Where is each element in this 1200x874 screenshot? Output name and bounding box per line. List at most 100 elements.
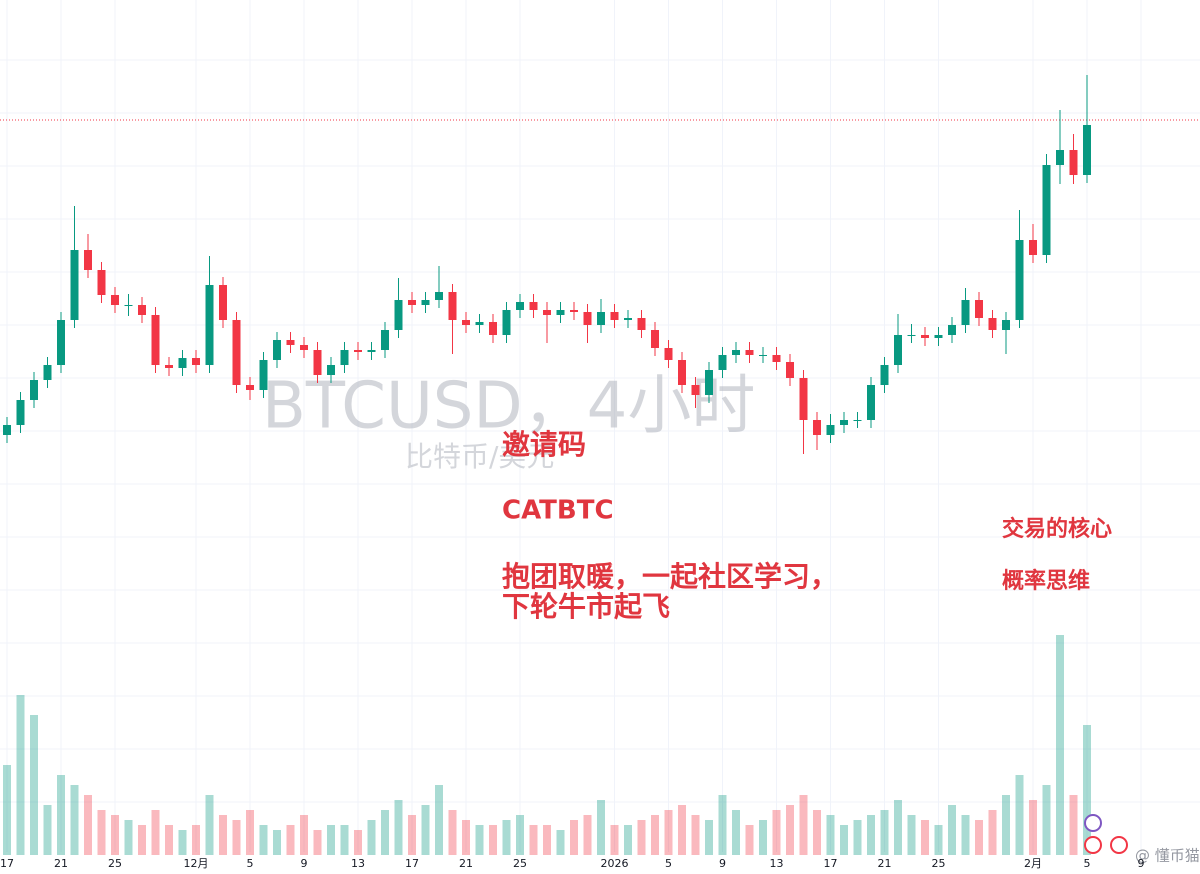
- candle-body: [97, 270, 106, 295]
- volume-bar: [273, 830, 281, 855]
- candle-body: [178, 358, 187, 368]
- volume-bar: [30, 715, 38, 855]
- volume-bar: [178, 830, 187, 855]
- volume-bar: [691, 815, 700, 855]
- volume-bar: [516, 815, 524, 855]
- x-tick-label: 17: [405, 857, 419, 870]
- volume-bar: [853, 820, 862, 855]
- volume-bar: [165, 825, 173, 855]
- candle-body: [313, 350, 322, 375]
- candle-body: [988, 318, 997, 330]
- candle-body: [853, 420, 862, 421]
- volume-bar: [286, 825, 295, 855]
- volume-bar: [799, 795, 808, 855]
- candle-body: [570, 310, 578, 312]
- candle-body: [219, 285, 227, 320]
- candle-body: [421, 300, 430, 305]
- x-tick-label: 2月: [1024, 857, 1042, 870]
- x-tick-label: 21: [459, 857, 473, 870]
- candle-body: [354, 350, 362, 352]
- volume-bar: [732, 810, 740, 855]
- candle-body: [151, 315, 160, 365]
- volume-bar: [948, 805, 956, 855]
- annotation: CATBTC: [502, 496, 614, 526]
- candle-body: [529, 302, 538, 310]
- volume-bar: [448, 810, 457, 855]
- volume-bar: [961, 815, 970, 855]
- candle-body: [867, 385, 875, 420]
- x-tick-label: 25: [513, 857, 527, 870]
- x-tick-label: 2026: [601, 857, 629, 870]
- x-tick-label: 25: [108, 857, 122, 870]
- x-tick-label: 13: [351, 857, 365, 870]
- volume-bar: [570, 820, 578, 855]
- volume-bar: [624, 825, 632, 855]
- volume-bar: [664, 810, 673, 855]
- candle-body: [273, 340, 281, 360]
- candle-body: [259, 360, 268, 390]
- volume-bar: [381, 810, 389, 855]
- candle-body: [232, 320, 241, 385]
- watermark-credit: @ 懂币猫: [1135, 847, 1200, 865]
- volume-bar: [651, 815, 659, 855]
- candle-body: [408, 300, 416, 305]
- event-icon[interactable]: [1084, 814, 1102, 832]
- volume-bar: [327, 825, 335, 855]
- event-icon[interactable]: [1110, 836, 1128, 854]
- x-tick-label: 17: [824, 857, 838, 870]
- candle-body: [597, 312, 605, 325]
- volume-bar: [502, 820, 511, 855]
- volume-bar: [232, 820, 241, 855]
- volume-bar: [340, 825, 349, 855]
- volume-bar: [421, 805, 430, 855]
- candle-body: [381, 330, 389, 350]
- candle-body: [637, 318, 646, 330]
- volume-bar: [43, 805, 52, 855]
- volume-bar: [259, 825, 268, 855]
- candle-body: [961, 300, 970, 325]
- candle-body: [624, 318, 632, 320]
- volume-bar: [1015, 775, 1024, 855]
- candle-body: [826, 425, 835, 435]
- volume-bar: [138, 825, 146, 855]
- volume-bar: [772, 810, 781, 855]
- volume-bar: [786, 805, 794, 855]
- volume-bar: [894, 800, 902, 855]
- x-tick-label: 9: [719, 857, 726, 870]
- candle-body: [1069, 150, 1078, 175]
- candle-body: [934, 335, 943, 338]
- x-tick-label: 21: [54, 857, 68, 870]
- volume-bar: [988, 810, 997, 855]
- volume-bar: [219, 815, 227, 855]
- annotation: 下轮牛市起飞: [502, 590, 670, 623]
- volume-bar: [3, 765, 11, 855]
- volume-bar: [394, 800, 403, 855]
- candle-body: [205, 285, 214, 365]
- volume-bar: [205, 795, 214, 855]
- candle-body: [705, 370, 713, 395]
- candle-body: [57, 320, 65, 365]
- volume-bar: [57, 775, 65, 855]
- candle-body: [165, 365, 173, 368]
- x-tick-label: 13: [770, 857, 784, 870]
- candle-body: [1083, 125, 1091, 175]
- volume-bar: [1083, 725, 1091, 855]
- candle-body: [691, 385, 700, 395]
- candle-body: [556, 310, 565, 315]
- candle-body: [327, 365, 335, 375]
- candle-body: [1029, 240, 1037, 255]
- candle-body: [543, 310, 551, 315]
- candle-body: [799, 378, 808, 420]
- candle-body: [894, 335, 902, 365]
- candle-body: [246, 385, 254, 390]
- volume-bar: [705, 820, 713, 855]
- candle-body: [138, 305, 146, 315]
- volume-bar: [462, 820, 470, 855]
- volume-bar: [408, 815, 416, 855]
- candle-body: [84, 250, 92, 270]
- candle-body: [732, 350, 740, 355]
- volume-bar: [192, 825, 200, 855]
- event-icon[interactable]: [1084, 836, 1102, 854]
- volume-bar: [489, 825, 497, 855]
